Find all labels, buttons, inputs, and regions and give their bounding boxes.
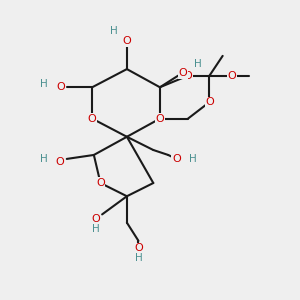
Text: O: O bbox=[184, 71, 192, 81]
Text: H: H bbox=[189, 154, 197, 164]
Text: O: O bbox=[172, 154, 181, 164]
Text: H: H bbox=[40, 154, 47, 164]
Text: O: O bbox=[122, 36, 131, 46]
Text: H: H bbox=[40, 79, 48, 89]
Text: O: O bbox=[155, 114, 164, 124]
Text: O: O bbox=[227, 71, 236, 81]
Text: O: O bbox=[205, 97, 214, 107]
Text: O: O bbox=[88, 114, 97, 124]
Text: O: O bbox=[56, 82, 65, 92]
Text: O: O bbox=[178, 68, 188, 78]
Text: O: O bbox=[134, 243, 143, 253]
Text: H: H bbox=[194, 59, 202, 69]
Text: O: O bbox=[91, 214, 100, 224]
Text: H: H bbox=[92, 224, 99, 234]
Text: O: O bbox=[96, 178, 105, 188]
Text: O: O bbox=[56, 157, 64, 166]
Text: H: H bbox=[110, 26, 118, 36]
Text: H: H bbox=[135, 253, 142, 263]
